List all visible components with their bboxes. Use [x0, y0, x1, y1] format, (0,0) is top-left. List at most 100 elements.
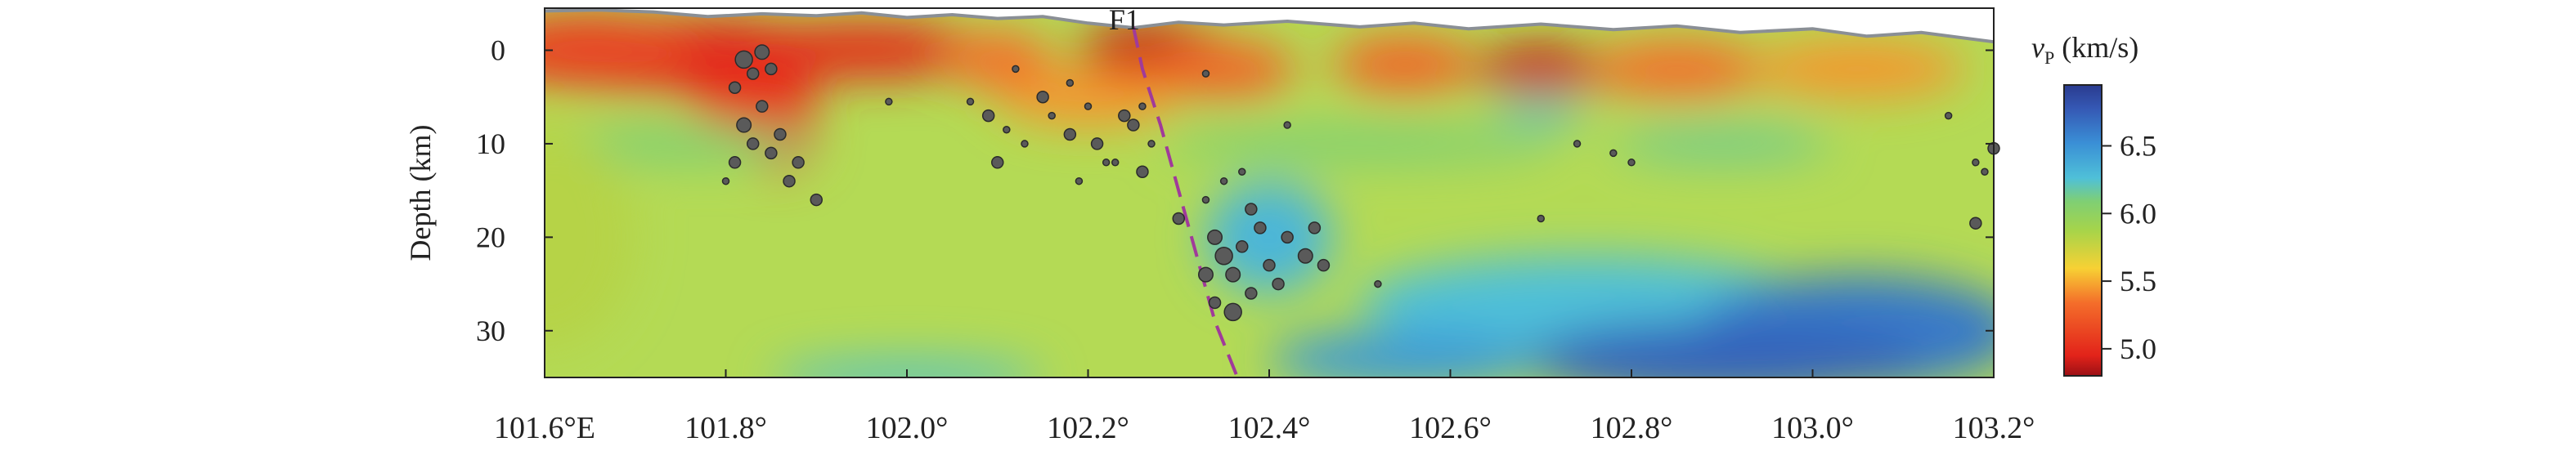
earthquake-marker: [1609, 149, 1618, 158]
earthquake-marker: [1969, 217, 1982, 230]
earthquake-marker: [1214, 246, 1233, 266]
earthquake-marker: [1317, 258, 1331, 272]
earthquake-marker: [1090, 137, 1104, 150]
earthquake-marker: [1207, 229, 1223, 245]
velocity-anomaly: [545, 125, 817, 163]
earthquake-marker: [1981, 167, 1989, 176]
earthquake-marker: [1573, 140, 1582, 148]
colorbar-tick-label: 5.5: [2120, 265, 2156, 297]
earthquake-marker: [746, 67, 760, 80]
earthquake-marker: [1245, 287, 1258, 300]
x-tick-label: 102.0°: [866, 411, 949, 445]
earthquake-marker: [1111, 159, 1120, 167]
earthquake-marker: [765, 146, 778, 160]
colorbar-tick-label: 6.0: [2120, 197, 2156, 230]
earthquake-marker: [1012, 65, 1020, 74]
earthquake-marker: [721, 176, 730, 185]
colorbar: vP (km/s) 5.0 5.5 6.0 6.5: [2031, 31, 2156, 377]
x-tick-label: 101.6°E: [494, 411, 595, 445]
y-tick-label: 0: [491, 33, 505, 66]
x-tick-label: 101.8°: [684, 411, 767, 445]
earthquake-marker: [1172, 212, 1185, 226]
earthquake-marker: [728, 81, 742, 95]
velocity-anomaly: [1332, 36, 1478, 92]
earthquake-marker: [765, 62, 778, 76]
earthquake-marker: [981, 109, 995, 123]
earthquake-marker: [991, 156, 1004, 169]
velocity-anomaly: [1586, 41, 1768, 97]
earthquake-marker: [1208, 296, 1222, 310]
y-tick-label: 30: [476, 315, 505, 347]
earthquake-marker: [774, 127, 787, 141]
earthquake-marker: [1084, 102, 1093, 110]
earthquake-marker: [1102, 159, 1111, 167]
colorbar-title-symbol: v: [2031, 31, 2044, 64]
earthquake-marker: [1075, 176, 1084, 185]
earthquake-marker: [1627, 159, 1636, 167]
y-tick-label: 20: [476, 221, 505, 253]
velocity-field: [545, 8, 1994, 377]
earthquake-marker: [1136, 165, 1149, 179]
earthquake-marker: [1281, 230, 1294, 244]
x-tick-label: 102.8°: [1591, 411, 1673, 445]
earthquake-marker: [736, 117, 752, 133]
x-tick-label: 103.0°: [1771, 411, 1854, 445]
colorbar-title-unit: (km/s): [2054, 31, 2138, 64]
velocity-anomaly: [1748, 41, 1967, 97]
y-axis-label: Depth (km): [404, 125, 437, 261]
earthquake-marker: [1308, 221, 1322, 234]
velocity-anomaly: [1269, 330, 1542, 377]
earthquake-marker: [1021, 140, 1029, 148]
velocity-anomaly: [1151, 41, 1297, 97]
earthquake-marker: [1254, 221, 1267, 234]
colorbar-title-subscript: P: [2044, 47, 2054, 68]
earthquake-marker: [1236, 240, 1249, 253]
velocity-anomaly: [943, 31, 1052, 88]
earthquake-marker: [1048, 111, 1056, 120]
earthquake-marker: [810, 193, 823, 207]
earthquake-marker: [792, 156, 805, 169]
velocity-anomaly: [734, 22, 989, 78]
colorbar-ticks: 5.0 5.5 6.0 6.5: [2102, 130, 2156, 365]
earthquake-marker: [746, 137, 760, 150]
earthquake-marker: [734, 50, 753, 69]
x-tick-label: 102.2°: [1047, 411, 1129, 445]
earthquake-marker: [1138, 102, 1147, 110]
velocity-anomaly: [997, 69, 1179, 126]
y-axis-ticks: 0 10 20 30: [476, 33, 1994, 347]
x-axis-ticks: 101.6°E 101.8° 102.0° 102.2° 102.4° 102.6° 102…: [494, 369, 2035, 445]
velocity-anomaly: [1477, 45, 1604, 92]
topography-line: [544, 8, 1995, 44]
colorbar-ramp: [2063, 84, 2103, 377]
earthquake-marker: [1944, 111, 1953, 120]
velocity-anomaly: [1523, 321, 1922, 377]
earthquake-markers: [721, 44, 2000, 322]
earthquake-marker: [1197, 266, 1214, 283]
earthquake-marker: [1063, 127, 1077, 141]
colorbar-tick-label: 5.0: [2120, 333, 2156, 365]
velocity-anomaly: [1160, 125, 1560, 163]
earthquake-marker: [885, 97, 893, 106]
earthquake-marker: [1127, 118, 1140, 132]
velocity-anomalies: [545, 12, 1994, 377]
velocity-anomaly: [1205, 181, 1333, 294]
earthquake-marker: [1263, 258, 1276, 272]
earthquake-marker: [728, 156, 742, 169]
earthquake-marker: [1245, 203, 1258, 216]
earthquake-marker: [1297, 248, 1313, 264]
x-tick-label: 102.4°: [1228, 411, 1311, 445]
velocity-anomaly: [689, 69, 817, 126]
earthquake-marker: [783, 174, 796, 188]
velocity-anomaly: [545, 12, 699, 88]
y-tick-label: 10: [476, 127, 505, 160]
velocity-anomaly: [1613, 125, 1831, 163]
x-tick-label: 103.2°: [1953, 411, 2035, 445]
earthquake-marker: [1036, 90, 1049, 104]
earthquake-marker: [1225, 266, 1241, 283]
fault-f1-line: [1131, 26, 1240, 378]
colorbar-tick-label: 6.5: [2120, 130, 2156, 163]
velocity-anomaly: [1495, 96, 1586, 126]
earthquake-marker: [1223, 302, 1242, 322]
earthquake-marker: [756, 100, 769, 113]
